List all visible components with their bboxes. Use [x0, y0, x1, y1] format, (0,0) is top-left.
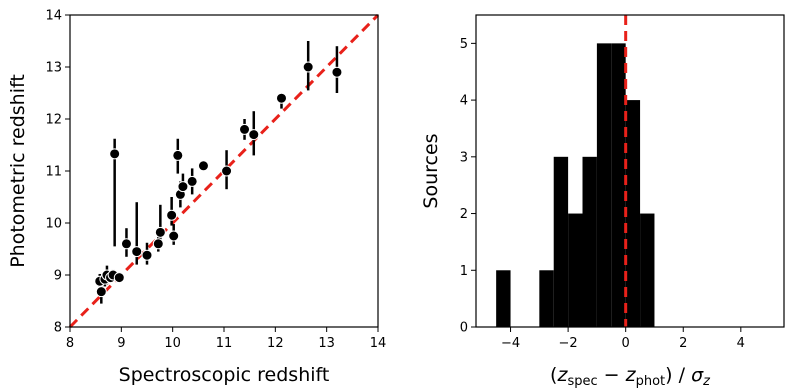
scatter-x-tick-label: 13: [318, 336, 335, 351]
histogram-x-axis-label: (zspec − zphot) / σz: [550, 364, 711, 389]
data-point: [168, 230, 180, 242]
scatter-y-tick-label: 14: [45, 9, 62, 24]
histogram-y-tick-label: 0: [460, 321, 468, 336]
histogram-bar: [553, 156, 569, 327]
histogram-y-tick-label: 5: [460, 37, 468, 52]
data-point: [302, 61, 314, 73]
data-point: [186, 175, 198, 187]
histogram-bar: [611, 43, 626, 327]
scatter-y-axis-label: Photometric redshift: [7, 74, 29, 268]
histogram-bar: [640, 213, 655, 327]
xlabel-sub-phot: phot: [636, 374, 666, 389]
histogram-bar: [596, 43, 612, 327]
histogram-x-tick-label: 2: [679, 336, 687, 351]
data-point: [131, 246, 143, 258]
data-point: [172, 149, 184, 161]
scatter-y-tick-label: 12: [45, 113, 62, 128]
histogram-bar: [582, 156, 597, 327]
histogram-y-tick-label: 4: [460, 94, 468, 109]
scatter-y-tick-label: 10: [45, 217, 62, 232]
histogram-x-tick-label: 4: [737, 336, 745, 351]
histogram-x-tick-label: −2: [559, 336, 578, 351]
histogram-y-tick-label: 3: [460, 150, 468, 165]
data-point: [197, 160, 209, 172]
data-point: [120, 238, 132, 250]
histogram-axes-frame: [475, 14, 785, 328]
histogram-bar: [568, 213, 583, 327]
scatter-x-tick-label: 9: [117, 336, 125, 351]
scatter-axes-frame: [69, 14, 379, 328]
scatter-x-tick-label: 12: [267, 336, 284, 351]
data-point: [221, 165, 233, 177]
scatter-panel: 8 9 10 11 12 13 14 8 9 10 11 12 13 14 Spectroscopic r…: [7, 9, 386, 387]
scatter-y-tick-label: 8: [54, 321, 62, 336]
scatter-x-axis-label: Spectroscopic redshift: [119, 364, 330, 386]
histogram-bar: [496, 270, 511, 327]
histogram-bar: [625, 100, 641, 327]
scatter-y-tick-label: 13: [45, 61, 62, 76]
histogram-bar: [539, 270, 554, 327]
histogram-y-axis-label: Sources: [420, 133, 442, 208]
xlabel-close: ) /: [665, 364, 691, 386]
histogram-y-tick-label: 1: [460, 264, 468, 279]
scatter-x-tick-label: 8: [66, 336, 74, 351]
xlabel-minus: −: [598, 364, 626, 386]
data-point: [166, 209, 178, 221]
scatter-y-tick-label: 11: [45, 165, 62, 180]
xlabel-z-phot: z: [625, 364, 637, 386]
scatter-points: [94, 41, 343, 304]
histogram-bars: [496, 43, 655, 327]
scatter-ticks: 8 9 10 11 12 13 14 8 9 10 11 12 13 14: [45, 9, 386, 352]
data-point: [331, 66, 343, 78]
histogram-x-tick-label: 0: [622, 336, 630, 351]
data-point: [248, 129, 260, 141]
scatter-x-tick-label: 14: [370, 336, 387, 351]
data-point: [141, 249, 153, 261]
scatter-y-tick-label: 9: [54, 269, 62, 284]
data-point: [154, 226, 166, 238]
data-point: [152, 238, 164, 250]
scatter-x-tick-label: 10: [164, 336, 181, 351]
xlabel-z-spec: z: [556, 364, 568, 386]
xlabel-sub-spec: spec: [567, 374, 597, 389]
data-point: [239, 123, 251, 135]
scatter-x-tick-label: 11: [216, 336, 233, 351]
xlabel-sub-z: z: [702, 374, 711, 389]
histogram-y-tick-label: 2: [460, 207, 468, 222]
data-point: [109, 148, 121, 160]
xlabel-open: (: [550, 364, 557, 386]
data-point: [113, 272, 125, 284]
histogram-x-tick-label: −4: [501, 336, 520, 351]
data-point: [275, 92, 287, 104]
data-point: [95, 286, 107, 298]
xlabel-sigma: σ: [691, 364, 704, 386]
data-point: [177, 181, 189, 193]
histogram-ticks: −4 −2 0 2 4 0 1 2 3 4 5: [460, 37, 745, 351]
